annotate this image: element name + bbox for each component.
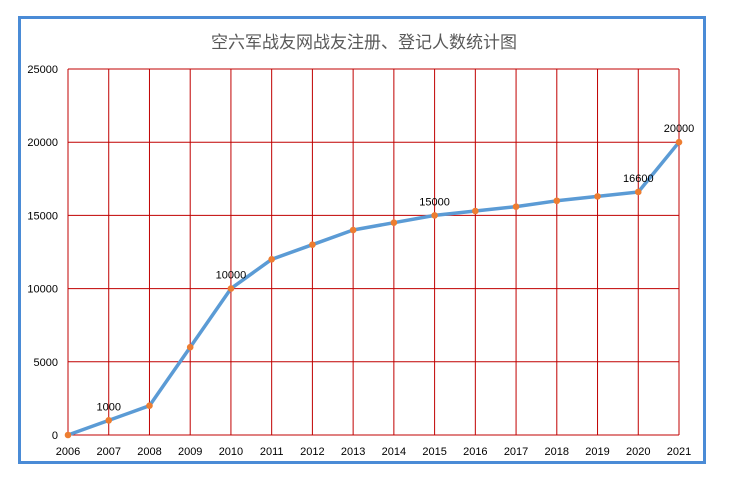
x-tick-label: 2018 — [545, 446, 569, 458]
chart-frame — [18, 16, 706, 464]
data-point — [64, 431, 72, 439]
data-point — [553, 197, 561, 205]
x-tick-label: 2007 — [96, 446, 120, 458]
x-tick-label: 2021 — [667, 446, 691, 458]
x-tick-label: 2014 — [382, 446, 406, 458]
x-tick-label: 2016 — [463, 446, 487, 458]
x-tick-label: 2020 — [626, 446, 650, 458]
data-point — [349, 226, 357, 234]
x-axis-ticks: 2006 2007 2008 2009 2010 2011 2012 2013 2014 2015… — [56, 446, 691, 458]
x-tick-label: 2008 — [137, 446, 161, 458]
data-point — [634, 188, 642, 196]
x-tick-label: 2010 — [219, 446, 243, 458]
y-tick-label: 25000 — [27, 64, 58, 76]
data-labels: 1000 10000 15000 16600 20000 — [96, 123, 694, 413]
y-tick-label: 5000 — [34, 357, 58, 369]
data-point — [309, 241, 316, 248]
grid-lines — [67, 68, 680, 436]
data-point — [146, 402, 153, 410]
y-tick-label: 15000 — [27, 210, 58, 222]
series-visits — [64, 138, 683, 439]
y-tick-label: 20000 — [27, 137, 58, 149]
data-point — [390, 219, 398, 227]
data-point — [472, 207, 479, 215]
data-point — [227, 285, 235, 292]
data-point — [594, 193, 601, 200]
data-point — [186, 343, 194, 351]
data-point — [675, 138, 683, 146]
x-tick-label: 2013 — [341, 446, 365, 458]
chart-title: 空六军战友网战友注册、登记人数统计图 — [211, 33, 517, 53]
y-tick-label: 10000 — [27, 284, 58, 296]
x-tick-label: 2019 — [585, 446, 609, 458]
data-label: 20000 — [664, 123, 695, 135]
x-tick-label: 2006 — [56, 446, 80, 458]
data-label: 15000 — [419, 196, 450, 208]
x-tick-label: 2015 — [422, 446, 446, 458]
x-tick-label: 2011 — [260, 446, 284, 458]
data-label: 1000 — [96, 401, 120, 413]
x-tick-label: 2009 — [178, 446, 202, 458]
data-label: 16600 — [623, 173, 654, 185]
x-tick-label: 2012 — [300, 446, 324, 458]
y-axis-ticks: 0 5000 10000 15000 20000 25000 — [27, 64, 58, 442]
y-tick-label: 0 — [52, 430, 58, 442]
data-point — [268, 256, 275, 263]
data-label: 10000 — [216, 270, 247, 282]
data-point — [105, 417, 113, 424]
data-point — [431, 212, 438, 219]
data-point — [512, 203, 520, 210]
x-tick-label: 2017 — [504, 446, 528, 458]
series-line — [66, 140, 681, 437]
